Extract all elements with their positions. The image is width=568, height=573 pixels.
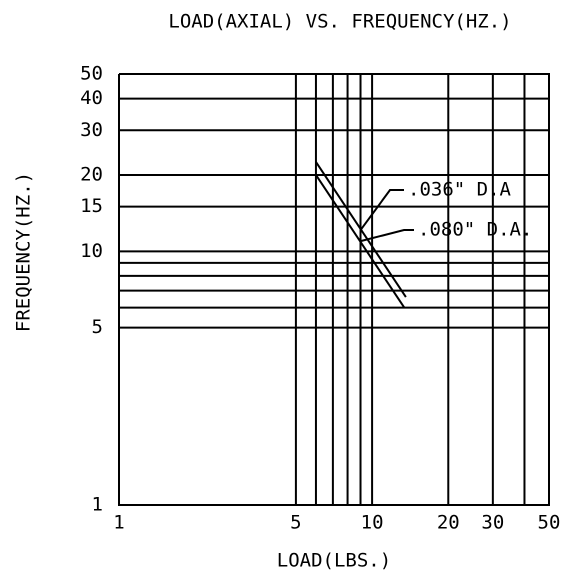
x-tick-label: 20 xyxy=(437,512,460,534)
series-label: .036" D.A xyxy=(408,179,512,201)
series-label: .080" D.A. xyxy=(418,219,532,241)
y-tick-label: 30 xyxy=(80,119,103,141)
series-line xyxy=(315,161,407,298)
x-tick-label: 5 xyxy=(290,512,301,534)
leader-line xyxy=(360,189,404,231)
x-tick-label: 10 xyxy=(361,512,384,534)
y-tick-label: 15 xyxy=(80,195,103,217)
leader-line xyxy=(359,229,414,243)
x-tick-label: 50 xyxy=(538,512,561,534)
chart-title: LOAD(AXIAL) VS. FREQUENCY(HZ.) xyxy=(168,11,511,33)
y-tick-label: 10 xyxy=(80,240,103,262)
x-tick-label: 30 xyxy=(481,512,504,534)
y-tick-label: 1 xyxy=(92,494,103,516)
y-tick-label: 40 xyxy=(80,87,103,109)
plot-frame xyxy=(118,73,550,506)
y-axis-label: FREQUENCY(HZ.) xyxy=(13,172,35,332)
y-tick-label: 50 xyxy=(80,63,103,85)
x-tick-label: 1 xyxy=(113,512,124,534)
y-tick-label: 5 xyxy=(92,316,103,338)
y-tick-label: 20 xyxy=(80,163,103,185)
x-axis-label: LOAD(LBS.) xyxy=(277,550,391,572)
